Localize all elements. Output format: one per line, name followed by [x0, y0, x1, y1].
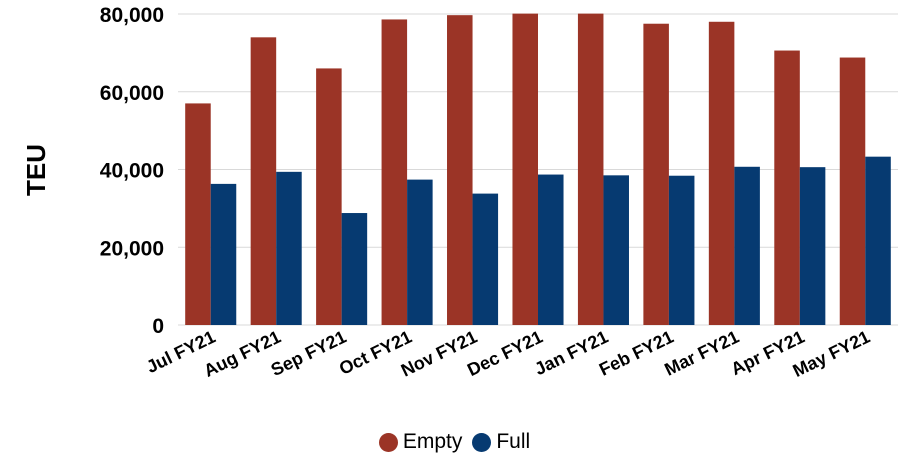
- legend-swatch-empty: [378, 432, 398, 452]
- x-tick-label: Mar FY21: [661, 327, 742, 380]
- bar-empty: [643, 23, 669, 325]
- legend-label-empty: Empty: [402, 430, 463, 453]
- bar-empty: [577, 13, 604, 326]
- bar-empty: [447, 15, 473, 325]
- legend-swatch-full: [472, 432, 492, 452]
- bar-full: [538, 174, 564, 325]
- bar-full: [341, 213, 368, 325]
- legend-item-empty: Empty: [378, 430, 463, 454]
- y-axis-label: TEU: [21, 144, 51, 196]
- bars: [185, 13, 891, 326]
- bar-full: [734, 166, 760, 325]
- y-tick-label: 0: [152, 315, 164, 338]
- x-tick-label: Nov FY21: [398, 327, 480, 381]
- bar-full: [407, 179, 433, 325]
- bar-empty: [381, 19, 408, 325]
- y-tick-label: 40,000: [100, 160, 164, 183]
- legend: Empty Full: [0, 430, 909, 454]
- x-tick-label: Dec FY21: [464, 327, 546, 381]
- bar-full: [799, 167, 826, 325]
- bar-empty: [774, 50, 800, 325]
- bar-full: [668, 175, 695, 325]
- y-axis-ticks: 0 20,000 40,000 60,000 80,000: [100, 4, 164, 338]
- bar-empty: [185, 103, 211, 325]
- x-tick-label: Feb FY21: [596, 327, 677, 380]
- x-tick-label: Jan FY21: [531, 327, 611, 380]
- bar-full: [276, 171, 302, 325]
- bar-empty: [839, 57, 866, 325]
- bar-full: [472, 193, 499, 325]
- bar-full: [865, 156, 891, 325]
- x-tick-label: Sep FY21: [268, 327, 350, 381]
- bar-empty: [316, 68, 342, 326]
- y-tick-label: 80,000: [100, 4, 164, 27]
- legend-label-full: Full: [496, 430, 531, 453]
- bar-empty: [708, 21, 735, 326]
- bar-full: [603, 175, 629, 325]
- y-tick-label: 60,000: [100, 82, 164, 105]
- bar-empty: [250, 37, 277, 325]
- legend-item-full: Full: [472, 430, 530, 454]
- bar-full: [210, 183, 237, 325]
- bar-empty: [512, 13, 538, 326]
- y-tick-label: 20,000: [100, 237, 164, 260]
